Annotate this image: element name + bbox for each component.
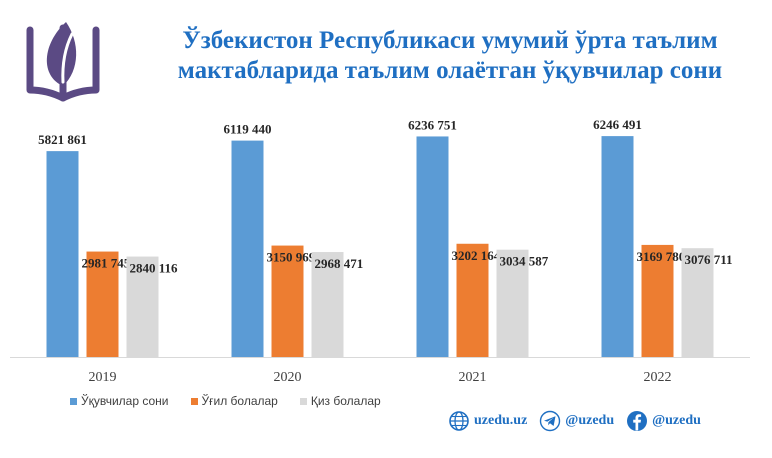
bar-2019-series-2 (126, 256, 159, 357)
bar-2021-series-1 (456, 243, 489, 357)
bar-2019-series-0 (46, 151, 79, 357)
bar-2019-series-1 (86, 251, 119, 357)
bar-2021-series-2 (496, 249, 529, 357)
chart-title-line-1: Ўзбекистон Республикаси умумий ўрта таъл… (182, 27, 718, 54)
telegram-icon (540, 410, 561, 432)
data-label-2022-series-2: 3076 711 (685, 252, 733, 267)
data-label-2021-series-0: 6236 751 (408, 117, 457, 132)
data-label-2021-series-1: 3202 164 (452, 248, 501, 263)
bar-2020-series-0 (231, 140, 264, 357)
footer-website[interactable]: uzedu.uz (448, 410, 527, 432)
logo (26, 22, 100, 102)
legend-swatch-boys (190, 397, 198, 405)
data-label-2019-series-0: 5821 861 (38, 132, 87, 147)
legend-label-students: Ўқувчилар сони (81, 394, 169, 408)
legend-label-boys: Ўғил болалар (201, 394, 278, 408)
bar-2020-series-1 (271, 245, 304, 357)
bar-chart: 5821 861 2981 745 2840 116 2019 6119 440 3150… (10, 117, 750, 385)
legend-item-students: Ўқувчилар сони (70, 394, 169, 408)
bar-2020-series-2 (311, 252, 344, 357)
chart-title-line-2: мактабларида таълим олаётган ўқувчилар с… (177, 57, 723, 84)
x-tick-label-2019: 2019 (89, 370, 117, 385)
data-label-2022-series-1: 3169 780 (637, 249, 686, 264)
legend-label-girls: Қиз болалар (310, 394, 381, 408)
data-label-2019-series-1: 2981 745 (82, 256, 131, 271)
footer-website-label: uzedu.uz (474, 413, 528, 428)
facebook-icon (627, 411, 648, 431)
legend-item-girls: Қиз болалар (299, 394, 381, 408)
data-label-2019-series-2: 2840 116 (130, 261, 179, 276)
bar-2022-series-1 (641, 244, 674, 357)
data-label-2020-series-1: 3150 969 (267, 250, 316, 265)
legend: Ўқувчилар сони Ўғил болалар Қиз болалар (70, 394, 381, 408)
legend-swatch-students (70, 397, 77, 405)
data-label-2022-series-0: 6246 491 (593, 117, 642, 132)
data-label-2020-series-2: 2968 471 (315, 256, 364, 271)
chart-title: Ўзбекистон Республикаси умумий ўрта таъл… (150, 26, 750, 86)
bar-2021-series-0 (416, 136, 449, 357)
legend-item-boys: Ўғил болалар (190, 394, 278, 408)
x-tick-label-2021: 2021 (459, 370, 487, 385)
bar-2022-series-2 (681, 248, 714, 357)
x-tick-label-2020: 2020 (274, 370, 302, 385)
footer-telegram[interactable]: @uzedu (539, 410, 614, 432)
globe-icon (449, 411, 469, 431)
data-label-2020-series-0: 6119 440 (223, 122, 271, 137)
footer: uzedu.uz @uzedu @uzedu (448, 410, 713, 432)
legend-swatch-girls (299, 397, 307, 405)
data-label-2021-series-2: 3034 587 (500, 254, 549, 269)
footer-facebook[interactable]: @uzedu (626, 410, 701, 432)
bar-2022-series-0 (601, 136, 634, 357)
footer-facebook-label: @uzedu (652, 413, 701, 428)
footer-telegram-label: @uzedu (565, 413, 615, 428)
x-tick-label-2022: 2022 (644, 370, 672, 385)
